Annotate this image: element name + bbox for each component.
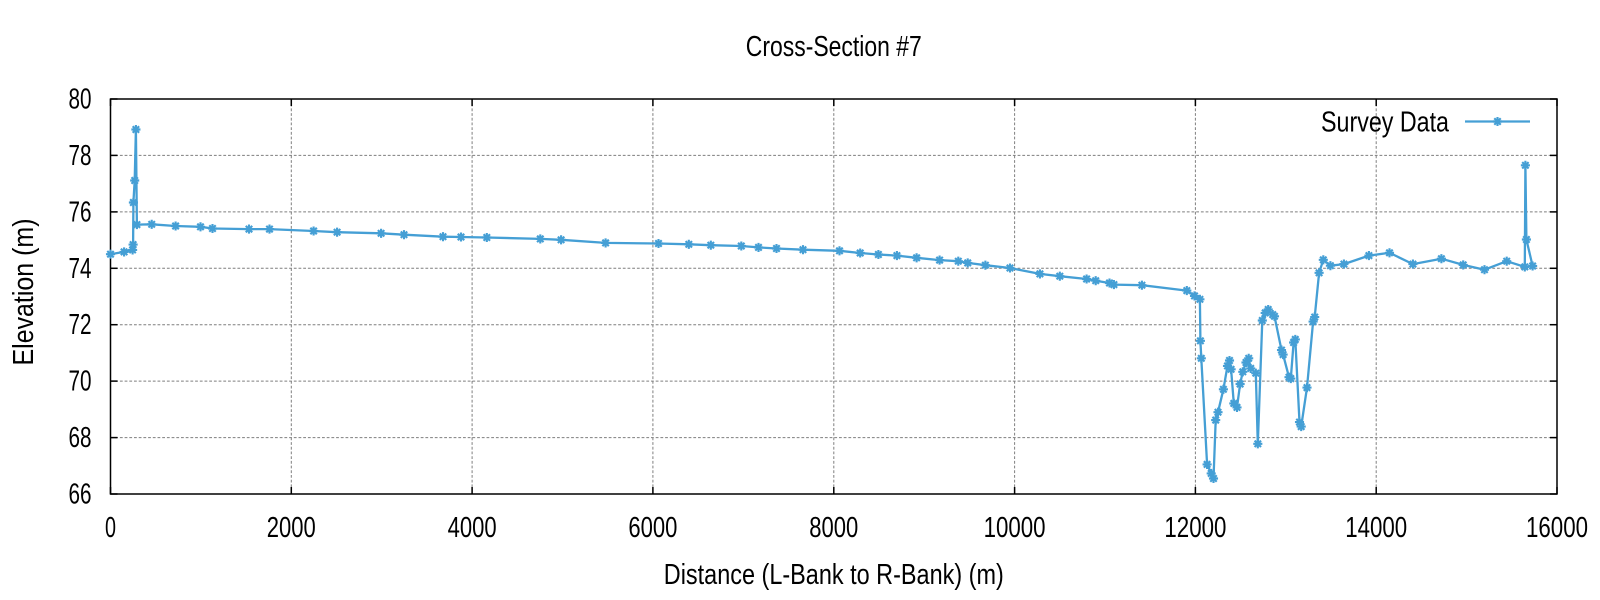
svg-text:68: 68 xyxy=(69,422,92,454)
svg-text:12000: 12000 xyxy=(1164,512,1226,544)
svg-text:Survey Data: Survey Data xyxy=(1321,107,1450,139)
svg-text:70: 70 xyxy=(69,366,92,398)
svg-text:76: 76 xyxy=(69,196,92,228)
svg-text:Distance (L-Bank to R-Bank) (m: Distance (L-Bank to R-Bank) (m) xyxy=(664,559,1004,591)
svg-text:14000: 14000 xyxy=(1345,512,1407,544)
svg-text:16000: 16000 xyxy=(1526,512,1588,544)
svg-text:2000: 2000 xyxy=(267,512,316,544)
svg-text:10000: 10000 xyxy=(984,512,1046,544)
svg-text:Elevation (m): Elevation (m) xyxy=(8,219,40,366)
svg-text:72: 72 xyxy=(69,309,92,341)
svg-text:Cross-Section #7: Cross-Section #7 xyxy=(746,31,922,63)
svg-text:78: 78 xyxy=(69,140,92,172)
svg-text:6000: 6000 xyxy=(628,512,677,544)
svg-text:0: 0 xyxy=(105,512,116,544)
svg-text:8000: 8000 xyxy=(809,512,858,544)
svg-text:4000: 4000 xyxy=(448,512,497,544)
svg-text:80: 80 xyxy=(69,84,92,116)
svg-text:74: 74 xyxy=(69,253,92,285)
svg-text:66: 66 xyxy=(69,479,92,511)
